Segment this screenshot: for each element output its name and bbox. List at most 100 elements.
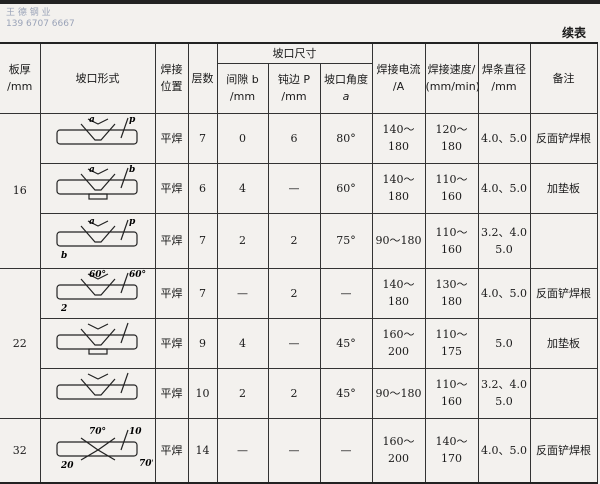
- groove-diagram: 70° 10 20 70°: [55, 427, 156, 471]
- diagram-label: b: [129, 165, 135, 175]
- rod-cell: 5.0: [477, 317, 531, 369]
- groove-diagram-cell: [39, 367, 156, 419]
- gap-cell: 2: [216, 212, 269, 269]
- position-cell: 平焊: [154, 162, 189, 214]
- speed-cell: 110～160: [424, 367, 479, 419]
- current-cell: 90～180: [371, 367, 426, 419]
- table-row: 平焊 10 2 2 45° 90～180 110～160 3.2、4.0 5.0: [0, 367, 598, 419]
- continued-label: 续表: [561, 26, 586, 40]
- table-row: a p b 平焊 7 2 2 75° 90～180 110～160 3.2、4.0 5.0: [0, 212, 598, 269]
- diagram-label: 70°: [139, 459, 153, 469]
- layers-cell: 9: [187, 317, 218, 369]
- position-cell: 平焊: [154, 417, 189, 484]
- rod-cell: 3.2、4.0 5.0: [477, 212, 531, 269]
- angle-cell: 45°: [319, 367, 373, 419]
- thickness-cell: 32: [0, 417, 41, 484]
- thickness-cell: 16: [0, 112, 41, 269]
- angle-cell: 75°: [319, 212, 373, 269]
- header-position: 焊接位置: [154, 42, 189, 114]
- table-row: 16 a p 平焊 7 0 6 80° 140～180 120～180 4.0、5.0 反面铲焊根: [0, 112, 598, 269]
- speed-cell: 110～175: [424, 317, 479, 369]
- header-layers: 层数: [187, 42, 218, 114]
- subheader-row: 间隙 b/mm 钝边 P/mm 坡口角度 a: [0, 62, 597, 114]
- header-remark: 备注: [529, 42, 598, 114]
- header-gap: 间隙 b/mm: [216, 62, 269, 114]
- angle-cell: 45°: [319, 317, 373, 369]
- speed-cell: 110～160: [424, 212, 479, 269]
- speed-cell: 140～170: [424, 417, 479, 484]
- angle-cell: —: [319, 267, 373, 319]
- layers-cell: 7: [187, 212, 218, 269]
- diagram-label: 20: [60, 461, 74, 470]
- header-groove-form: 坡口形式: [39, 42, 156, 114]
- diagram-label: 60°: [89, 270, 106, 280]
- groove-diagram-cell: [39, 317, 156, 369]
- diagram-label: b: [61, 251, 67, 260]
- welding-parameters-table: 板厚/mm 坡口形式 焊接位置 层数 坡口尺寸 焊接电流/A 焊接速度/(mm/…: [0, 42, 598, 484]
- gap-cell: —: [216, 417, 269, 484]
- gap-cell: —: [216, 267, 269, 319]
- header-rod: 焊条直径/mm: [477, 42, 531, 114]
- groove-diagram: [55, 372, 138, 400]
- watermark-line2: 139 6707 6667: [6, 19, 75, 29]
- speed-cell: 120～180: [424, 112, 479, 164]
- blunt-cell: —: [267, 317, 321, 369]
- blunt-cell: 6: [267, 112, 321, 164]
- current-cell: 140～180: [371, 162, 426, 214]
- layers-cell: 6: [187, 162, 218, 214]
- speed-cell: 130～180: [424, 267, 479, 319]
- diagram-label: a: [89, 217, 95, 227]
- header-row: 板厚/mm 坡口形式 焊接位置 层数 坡口尺寸 焊接电流/A 焊接速度/(mm/…: [0, 42, 598, 114]
- layers-cell: 14: [187, 417, 218, 484]
- position-cell: 平焊: [154, 112, 189, 164]
- rod-cell: 4.0、5.0: [477, 267, 531, 319]
- angle-cell: —: [319, 417, 373, 484]
- gap-cell: 4: [216, 317, 269, 369]
- diagram-label: a: [89, 115, 95, 125]
- current-cell: 140～180: [371, 267, 426, 319]
- table-row: 3270°102070°平焊14———160～200140～1704.0、5.0…: [0, 417, 598, 484]
- position-cell: 平焊: [154, 317, 189, 369]
- watermark: 王 德 钢 业 139 6707 6667: [6, 8, 75, 30]
- remark-cell: [529, 367, 598, 419]
- diagram-label: 70°: [89, 427, 106, 437]
- diagram-label: 10: [129, 427, 142, 437]
- top-rule: [0, 0, 600, 4]
- remark-cell: 反面铲焊根: [529, 112, 598, 164]
- rod-cell: 3.2、4.0 5.0: [477, 367, 531, 419]
- position-cell: 平焊: [154, 367, 189, 419]
- diagram-label: a: [89, 165, 95, 175]
- current-cell: 140～180: [371, 112, 426, 164]
- remark-cell: 加垫板: [529, 317, 598, 369]
- position-cell: 平焊: [154, 212, 189, 269]
- header-speed: 焊接速度/(mm/min): [424, 42, 480, 114]
- groove-diagram-cell: 60° 60° 2: [39, 267, 156, 319]
- blunt-cell: —: [267, 417, 321, 484]
- current-cell: 160～200: [371, 417, 426, 484]
- header-blunt: 钝边 P/mm: [267, 62, 321, 114]
- gap-cell: 0: [216, 112, 269, 164]
- remark-cell: 反面铲焊根: [529, 267, 598, 319]
- rod-cell: 4.0、5.0: [477, 417, 531, 484]
- position-cell: 平焊: [154, 267, 189, 319]
- header-current: 焊接电流/A: [371, 42, 426, 114]
- gap-cell: 4: [216, 162, 269, 214]
- blunt-cell: 2: [267, 267, 321, 319]
- groove-diagram: 60° 60° 2: [55, 270, 146, 314]
- current-cell: 160～200: [371, 317, 426, 369]
- remark-cell: [529, 212, 598, 269]
- speed-cell: 110～160: [424, 162, 479, 214]
- groove-diagram: [55, 322, 138, 355]
- groove-diagram: a p b: [55, 217, 138, 261]
- diagram-label: 2: [60, 304, 67, 313]
- groove-diagram-cell: 70° 10 20 70°: [39, 417, 156, 484]
- layers-cell: 10: [187, 367, 218, 419]
- watermark-line1: 王 德 钢 业: [6, 8, 51, 18]
- layers-cell: 7: [187, 267, 218, 319]
- rod-cell: 4.0、5.0: [477, 112, 531, 164]
- table-row: 22 60° 60° 2 平焊 7—2—140～180 130～180 4.0、5.0 反面铲焊…: [0, 267, 598, 419]
